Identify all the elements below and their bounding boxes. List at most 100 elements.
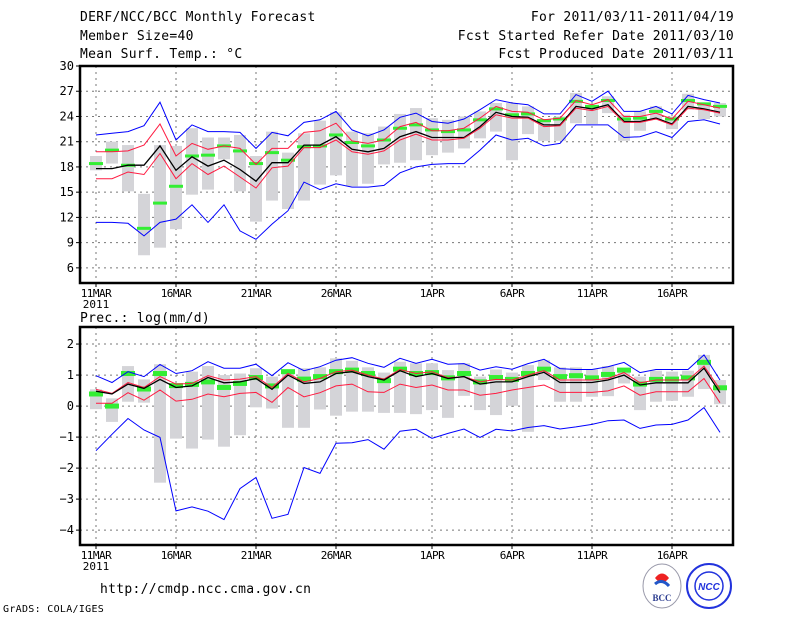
precip-ytick-label: −3 — [60, 492, 74, 506]
temp-observed-marker — [425, 128, 439, 132]
forecast-period: For 2011/03/11-2011/04/19 — [530, 10, 734, 25]
temp-ytick-label: 30 — [60, 59, 74, 73]
temp-observed-marker — [505, 113, 519, 117]
precip-spread-bar — [346, 360, 358, 412]
grads-credit: GrADS: COLA/IGES — [3, 604, 105, 615]
temp-observed-marker — [681, 98, 695, 102]
precip-spread-bar — [394, 361, 406, 413]
precip-observed-marker — [153, 371, 167, 377]
temp-xtick-label: 6APR — [500, 287, 525, 300]
temp-chart: 6 9 12 15 18 21 24 27 30 11MAR 16MAR 21MAR 26MAR 1APR… — [60, 59, 735, 311]
temp-ytick-label: 9 — [67, 236, 74, 250]
precip-observed-marker — [185, 381, 199, 387]
precip-observed-marker — [665, 376, 679, 382]
start-date: Fcst Started Refer Date 2011/03/10 — [457, 29, 734, 44]
precip-ytick-label: −2 — [60, 461, 74, 475]
precip-chart-title: Prec.: log(mm/d) — [80, 311, 211, 326]
precip-spread-bar — [314, 367, 326, 410]
temp-observed-marker — [569, 99, 583, 103]
temp-spread-bar — [586, 106, 598, 125]
precip-spread-bar — [282, 370, 294, 428]
precip-xtick-label: 6APR — [500, 549, 525, 562]
precip-spread-bar — [186, 371, 198, 449]
temp-observed-marker — [233, 149, 247, 153]
temp-observed-marker — [297, 145, 311, 149]
temp-spread-bar — [250, 155, 262, 222]
temp-series-upper — [96, 99, 721, 166]
precip-ytick-label: 0 — [67, 399, 74, 413]
temp-xtick-label: 1APR — [420, 287, 445, 300]
temp-ytick-label: 24 — [60, 109, 74, 123]
precip-observed-marker — [617, 367, 631, 373]
temp-spread-bar — [426, 118, 438, 156]
temp-spread-bar — [106, 141, 118, 164]
temp-observed-marker — [649, 109, 663, 113]
precip-observed-marker — [297, 376, 311, 382]
precip-spread-bar — [666, 371, 678, 401]
precip-observed-marker — [649, 376, 663, 382]
temp-observed-marker — [89, 162, 103, 166]
source-url[interactable]: http://cmdp.ncc.cma.gov.cn — [100, 582, 312, 597]
precip-plot-frame — [78, 325, 735, 547]
temp-spread-bar — [202, 137, 214, 190]
precip-observed-marker — [489, 375, 503, 381]
temp-series-lower — [96, 105, 721, 189]
temp-xtick-label: 11MAR — [81, 287, 112, 300]
temp-spread-bar — [330, 112, 342, 176]
precip-xtick-label: 16APR — [657, 549, 688, 562]
precip-spread-bar — [234, 373, 246, 436]
temp-observed-marker — [329, 133, 343, 137]
temp-observed-marker — [601, 98, 615, 102]
temp-observed-marker — [617, 117, 631, 121]
temp-observed-marker — [185, 154, 199, 158]
temp-plot-frame — [78, 64, 735, 285]
temp-spread-bar — [186, 128, 198, 195]
temp-observed-marker — [553, 117, 567, 121]
temp-ytick-label: 6 — [67, 261, 74, 275]
temp-series-min — [96, 119, 721, 240]
variable-label: Mean Surf. Temp.: °C — [80, 47, 243, 62]
precip-spread-bar — [106, 398, 118, 422]
precip-spread-bar — [218, 375, 230, 447]
temp-observed-marker — [585, 104, 599, 108]
precip-spread-bar — [570, 367, 582, 402]
temp-series-max — [95, 90, 721, 150]
precip-spread-bar — [410, 363, 422, 415]
temp-observed-marker — [633, 116, 647, 120]
precip-observed-marker — [601, 371, 615, 377]
precip-spread-bar — [170, 383, 182, 439]
temp-observed-marker — [537, 119, 551, 123]
temp-observed-marker — [441, 130, 455, 134]
temp-spread-bar — [698, 103, 710, 119]
temp-observed-marker — [473, 118, 487, 122]
precip-observed-marker — [265, 383, 279, 389]
temp-ytick-label: 27 — [60, 84, 74, 98]
temp-spread-bar — [314, 120, 326, 185]
precip-xtick-label: 26MAR — [321, 549, 352, 562]
precip-observed-marker — [521, 371, 535, 377]
precip-spread-bar — [522, 365, 534, 432]
precip-xtick-label: 11APR — [577, 549, 608, 562]
precip-observed-marker — [681, 375, 695, 381]
temp-spread-bar — [346, 131, 358, 187]
temp-ytick-label: 18 — [60, 160, 74, 174]
temp-series-mean — [96, 103, 721, 183]
temp-observed-marker — [697, 102, 711, 106]
precip-series-max — [95, 354, 721, 384]
temp-spread-bar — [122, 145, 134, 192]
precip-spread-bar — [554, 367, 566, 402]
precip-observed-marker — [233, 380, 247, 386]
produced-date: Fcst Produced Date 2011/03/11 — [498, 47, 734, 62]
precip-spread-bar — [442, 370, 454, 418]
precip-observed-marker — [457, 371, 471, 377]
temp-ytick-label: 15 — [60, 185, 74, 199]
temp-observed-marker — [153, 201, 167, 205]
precip-observed-marker — [537, 366, 551, 372]
precip-ytick-label: 2 — [67, 337, 74, 351]
temp-spread-bar — [218, 137, 230, 160]
temp-xtick-label: 16APR — [657, 287, 688, 300]
precip-spread-bar — [330, 358, 342, 416]
precip-xtick-label: 16MAR — [161, 549, 192, 562]
temp-year-label: 2011 — [83, 298, 110, 311]
precip-observed-marker — [249, 375, 263, 381]
